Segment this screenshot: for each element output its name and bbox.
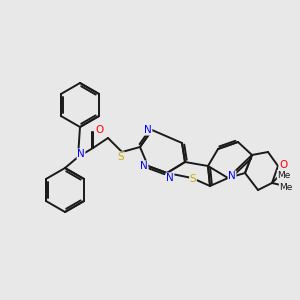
Text: S: S <box>190 174 196 184</box>
Text: O: O <box>95 125 103 135</box>
Text: S: S <box>118 152 124 162</box>
Text: Me: Me <box>279 182 293 191</box>
Text: N: N <box>144 125 152 135</box>
Text: O: O <box>279 160 287 170</box>
Text: N: N <box>228 171 236 181</box>
Text: N: N <box>140 161 148 171</box>
Text: N: N <box>77 149 85 159</box>
Text: Me: Me <box>277 170 291 179</box>
Text: N: N <box>166 173 174 183</box>
